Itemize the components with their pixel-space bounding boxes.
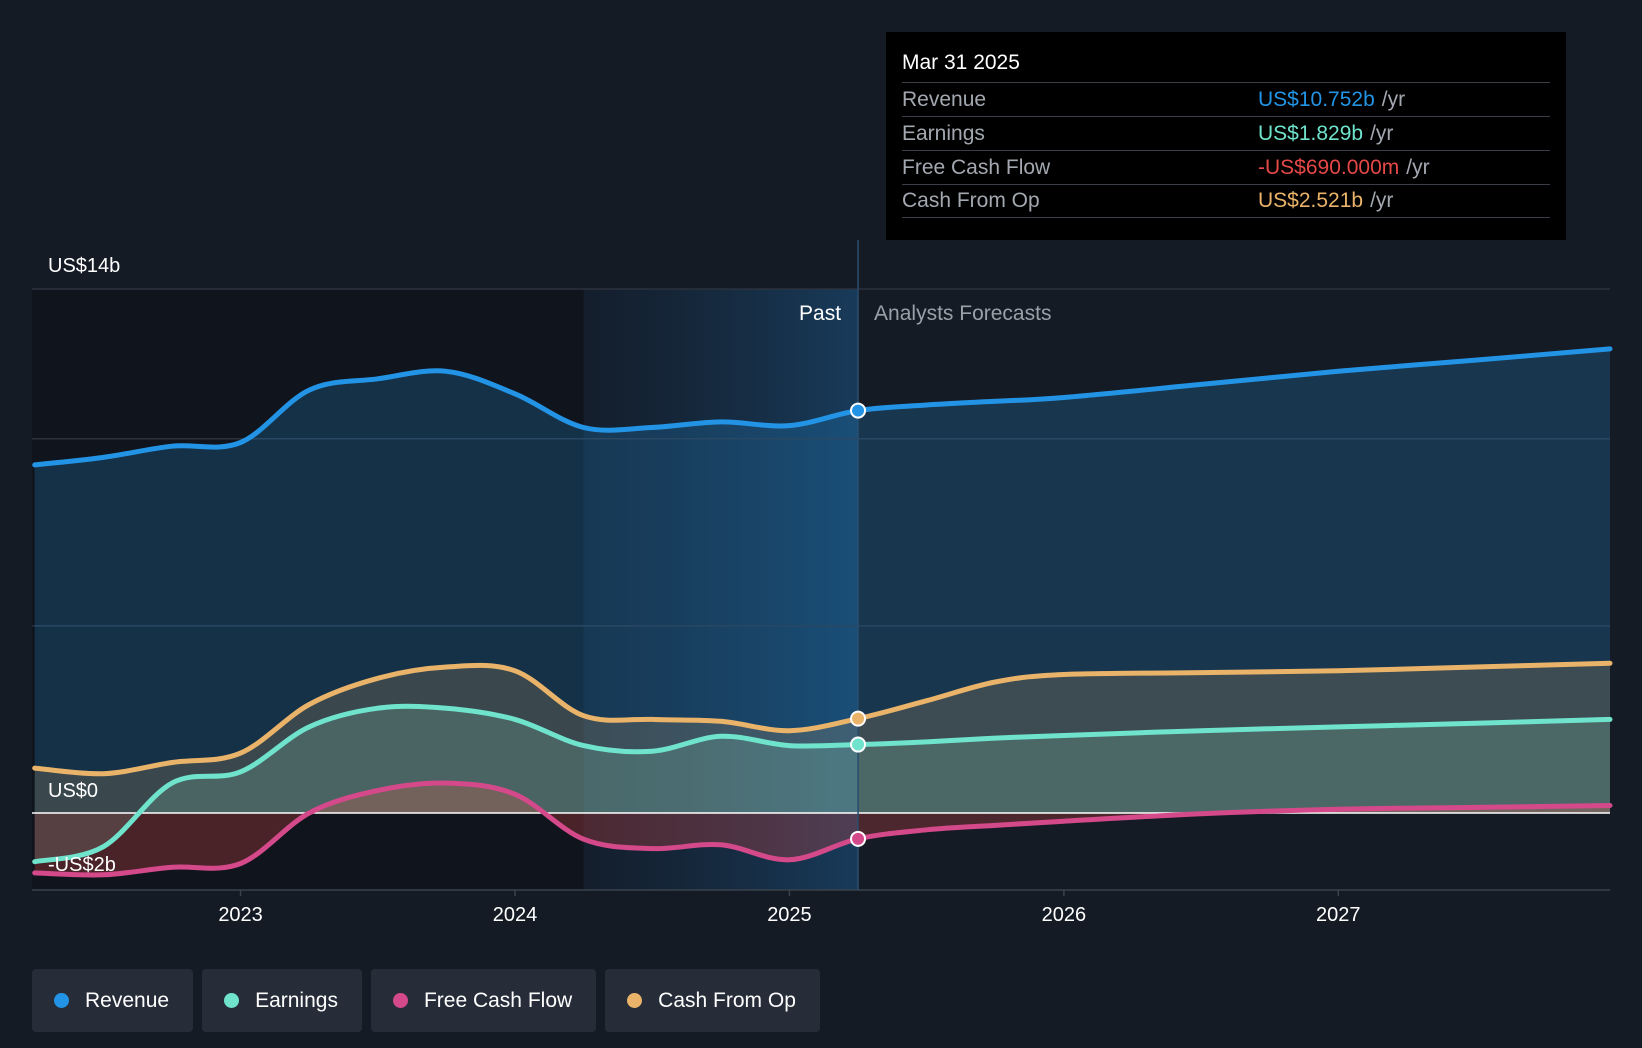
x-tick-label: 2027 — [1316, 904, 1361, 926]
past-label: Past — [799, 302, 841, 325]
data-tooltip: Mar 31 2025 Revenue US$10.752b /yr Earni… — [886, 32, 1566, 240]
legend-label: Cash From Op — [658, 988, 796, 1012]
legend-dot-icon — [627, 993, 643, 1008]
highlight-points — [850, 402, 867, 847]
area-cash-from-op — [34, 663, 1611, 813]
legend-item-cash-from-op[interactable]: Cash From Op — [605, 969, 820, 1032]
x-axis-ticks: 2023 2024 2025 2026 2027 — [218, 890, 1361, 926]
legend-label: Earnings — [255, 988, 338, 1012]
tooltip-unit: /yr — [1370, 121, 1394, 145]
y-label-top: US$14b — [48, 255, 120, 277]
tooltip-row-free-cash-flow: Free Cash Flow -US$690.000m /yr — [902, 150, 1550, 184]
legend-item-free-cash-flow[interactable]: Free Cash Flow — [370, 969, 597, 1032]
area-free-cash-flow — [34, 783, 1611, 875]
line-revenue — [32, 346, 1613, 468]
tooltip-label: Earnings — [902, 121, 985, 145]
tooltip-row-revenue: Revenue US$10.752b /yr — [902, 82, 1550, 116]
forecast-label: Analysts Forecasts — [874, 302, 1051, 325]
legend-dot-icon — [54, 993, 69, 1008]
area-revenue — [34, 348, 1611, 813]
tooltip-label: Cash From Op — [902, 189, 1040, 212]
tooltip-value: US$1.829b — [1258, 121, 1364, 145]
y-label-bottom: -US$2b — [48, 854, 116, 876]
highlight-band — [583, 289, 859, 890]
legend-dot-icon — [392, 993, 408, 1008]
series-areas — [34, 348, 1611, 875]
line-cash-from-op — [32, 660, 1613, 777]
line-free-cash-flow — [32, 780, 1613, 878]
x-tick-label: 2024 — [493, 904, 538, 926]
tooltip-date: Mar 31 2025 — [902, 51, 1020, 74]
series-lines — [32, 346, 1613, 878]
tooltip-label: Free Cash Flow — [902, 155, 1051, 179]
tooltip-value: US$2.521b — [1258, 189, 1364, 212]
point-earnings — [850, 736, 867, 753]
tooltip-label: Revenue — [902, 87, 987, 111]
tooltip-row-earnings: Earnings US$1.829b /yr — [902, 116, 1550, 150]
legend-label: Free Cash Flow — [423, 988, 573, 1012]
tooltip-value: -US$690.000m — [1258, 155, 1400, 179]
legend-dot-icon — [224, 993, 240, 1008]
line-earnings — [32, 703, 1613, 865]
tooltip-value: US$10.752b — [1258, 87, 1375, 111]
legend: Revenue Earnings Free Cash Flow Cash Fro… — [32, 969, 820, 1032]
gridlines — [32, 288, 1610, 891]
point-free-cash-flow — [850, 830, 867, 847]
legend-label: Revenue — [85, 988, 170, 1012]
y-label-zero: US$0 — [48, 780, 98, 802]
legend-item-earnings[interactable]: Earnings — [202, 969, 362, 1032]
x-tick-label: 2025 — [767, 904, 812, 926]
x-tick-label: 2023 — [218, 904, 263, 926]
tooltip-unit: /yr — [1381, 87, 1406, 111]
point-revenue — [850, 402, 867, 419]
tooltip-unit: /yr — [1406, 155, 1430, 179]
legend-item-revenue[interactable]: Revenue — [32, 969, 194, 1032]
area-earnings — [34, 706, 1611, 862]
x-tick-label: 2026 — [1042, 904, 1087, 926]
tooltip-row-cash-from-op: Cash From Op US$2.521b /yr — [902, 184, 1550, 218]
tooltip-unit: /yr — [1370, 189, 1394, 212]
point-cash-from-op — [850, 710, 867, 727]
